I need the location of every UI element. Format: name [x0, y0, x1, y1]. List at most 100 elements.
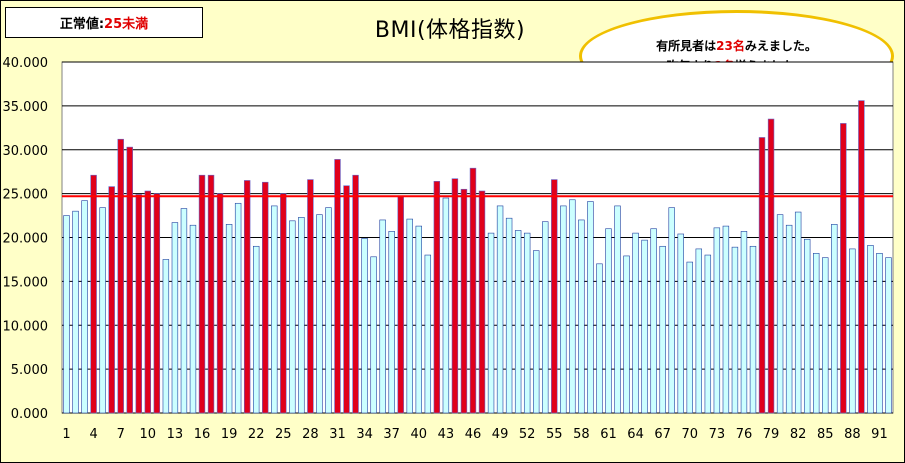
bar — [469, 167, 477, 414]
y-tick-label: 25.000 — [3, 188, 49, 203]
bar — [460, 188, 468, 414]
x-tick-label: 52 — [519, 427, 536, 442]
x-tick-label: 67 — [654, 427, 671, 442]
bar — [867, 245, 874, 414]
note-line-1: 有所見者は23名みえました。 — [656, 36, 817, 56]
bar — [334, 159, 341, 414]
bar — [117, 138, 124, 414]
x-tick-label: 79 — [763, 427, 780, 442]
bar — [632, 232, 639, 414]
x-tick-label: 43 — [438, 427, 455, 442]
y-tick-label: 15.000 — [3, 275, 49, 290]
bar — [542, 221, 549, 414]
chart-title: BMI(体格指数) — [374, 18, 526, 43]
bar — [785, 224, 793, 414]
bar — [90, 174, 97, 414]
bar — [695, 248, 702, 414]
bar — [858, 100, 865, 414]
bar — [578, 219, 585, 414]
bar — [207, 174, 215, 414]
x-tick-label: 49 — [492, 427, 509, 442]
bar — [496, 205, 504, 414]
bar — [81, 200, 88, 414]
x-tick-label: 85 — [817, 427, 834, 442]
x-tick-label: 76 — [736, 427, 753, 442]
x-tick-label: 22 — [248, 427, 265, 442]
bar — [650, 228, 657, 414]
x-tick-label: 25 — [275, 427, 292, 442]
bar — [713, 227, 721, 414]
bar — [822, 257, 829, 414]
x-tick-label: 1 — [62, 427, 70, 442]
bar — [216, 193, 224, 414]
bar — [415, 225, 422, 414]
bar — [749, 245, 757, 414]
bar — [487, 232, 495, 414]
bar — [767, 118, 775, 414]
bar — [794, 211, 802, 414]
bar — [433, 181, 441, 414]
bar — [135, 194, 142, 414]
bar — [740, 231, 748, 414]
bar — [523, 232, 531, 414]
bar — [352, 174, 359, 414]
bar — [253, 245, 260, 414]
y-tick-label: 20.000 — [3, 232, 49, 247]
x-tick-label: 82 — [790, 427, 807, 442]
x-tick-label: 28 — [302, 427, 319, 442]
bar — [316, 214, 323, 414]
x-tick-label: 13 — [167, 427, 184, 442]
x-tick-label: 58 — [573, 427, 590, 442]
bar — [659, 245, 666, 414]
x-tick-label: 73 — [709, 427, 726, 442]
bar — [840, 123, 847, 414]
bar — [72, 210, 79, 414]
x-tick-label: 34 — [356, 427, 373, 442]
bar — [596, 263, 603, 414]
bar — [614, 205, 621, 414]
bar — [560, 205, 567, 414]
bar — [198, 174, 206, 414]
bar — [831, 224, 838, 414]
bar — [379, 219, 386, 414]
bar — [162, 259, 170, 414]
bar — [758, 137, 766, 414]
bar — [280, 193, 287, 414]
bar — [126, 146, 133, 414]
x-tick-label: 88 — [844, 427, 861, 442]
x-tick-label: 46 — [465, 427, 482, 442]
bar — [686, 261, 693, 414]
bar — [677, 233, 684, 414]
bar — [704, 254, 712, 414]
x-tick-label: 91 — [871, 427, 888, 442]
note-line1-pre: 有所見者は — [656, 39, 717, 53]
x-tick-label: 10 — [140, 427, 157, 442]
bar — [876, 252, 883, 414]
bar — [514, 230, 522, 414]
bar — [144, 190, 152, 414]
bar — [298, 217, 305, 414]
y-tick-label: 10.000 — [3, 319, 49, 334]
bar — [180, 208, 188, 414]
bar — [262, 181, 269, 414]
bar — [776, 214, 784, 414]
bar — [569, 199, 576, 414]
note-line1-num: 23名 — [716, 39, 745, 53]
bar — [551, 179, 558, 414]
bar — [225, 224, 233, 414]
bar — [307, 179, 314, 414]
bar — [289, 220, 296, 414]
x-tick-label: 64 — [627, 427, 644, 442]
normal-value-legend: 正常値: 25未満 — [5, 7, 203, 38]
bar — [451, 178, 459, 414]
x-tick-label: 37 — [383, 427, 400, 442]
bar — [271, 205, 278, 414]
x-tick-label: 70 — [681, 427, 698, 442]
bar — [243, 180, 251, 414]
bar — [108, 186, 115, 414]
bar — [424, 254, 432, 414]
bar — [388, 231, 395, 414]
bar — [587, 201, 594, 414]
y-tick-label: 35.000 — [3, 100, 49, 115]
